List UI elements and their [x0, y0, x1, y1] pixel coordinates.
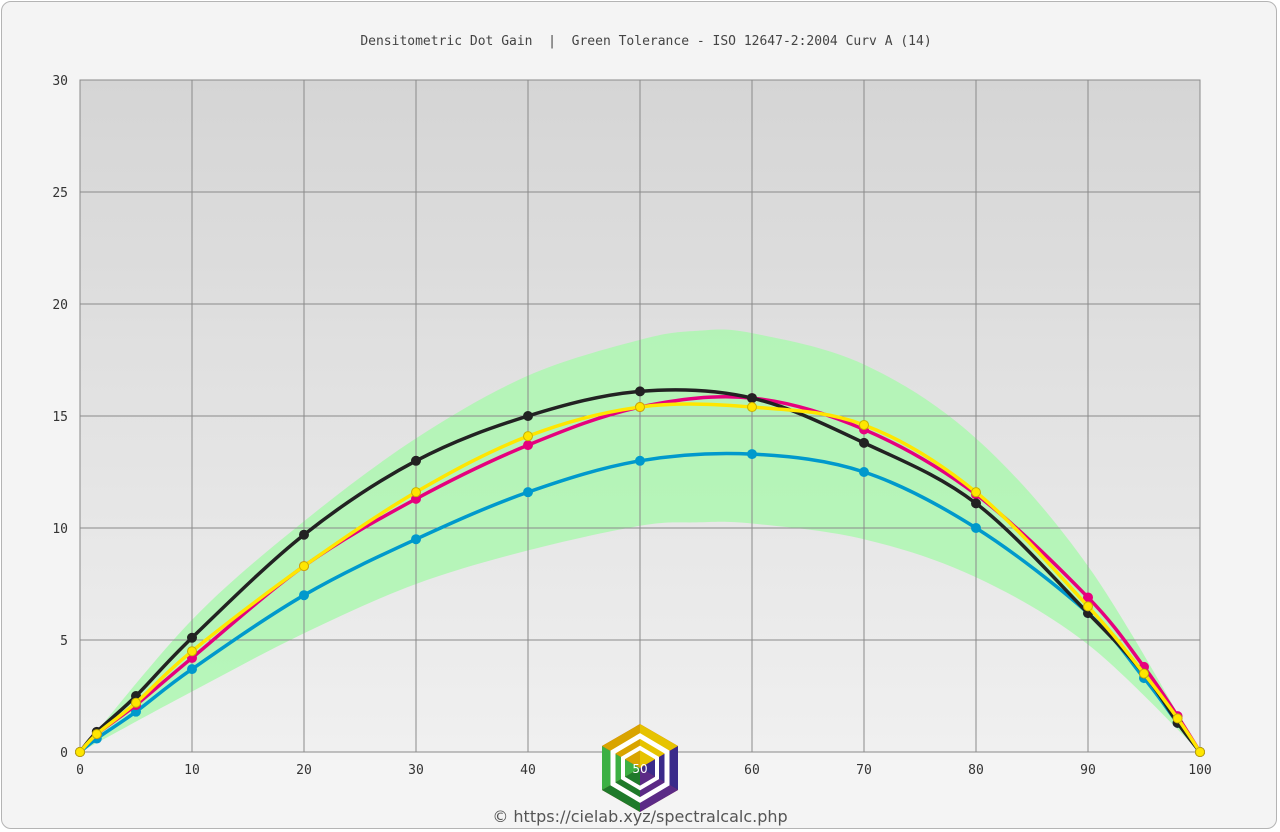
- tolerance-band: [80, 329, 1200, 752]
- data-point: [75, 747, 85, 757]
- data-point: [131, 697, 141, 708]
- data-point: [91, 729, 102, 740]
- data-point: [523, 487, 533, 498]
- series-3: [75, 402, 1205, 757]
- data-point: [1195, 747, 1205, 757]
- data-point: [971, 487, 981, 498]
- data-point: [523, 440, 533, 451]
- data-point: [523, 411, 533, 421]
- y-tick-label: 20: [52, 298, 68, 313]
- data-point: [971, 523, 981, 533]
- x-tick-label: 30: [408, 763, 424, 778]
- x-tick-label: 10: [184, 763, 200, 778]
- data-point: [187, 646, 197, 657]
- y-tick-label: 30: [52, 74, 68, 89]
- data-point: [635, 386, 645, 397]
- chart-title: Densitometric Dot Gain | Green Tolerance…: [360, 34, 931, 49]
- data-point: [299, 529, 309, 540]
- x-tick-label: 0: [76, 763, 84, 778]
- credit-link[interactable]: © https://cielab.xyz/spectralcalc.php: [492, 807, 787, 826]
- data-point: [635, 402, 645, 413]
- x-tick-label: 90: [1080, 763, 1096, 778]
- x-tick-label: 80: [968, 763, 984, 778]
- data-point: [859, 467, 869, 477]
- data-point: [187, 664, 197, 675]
- data-point: [747, 449, 757, 460]
- data-point: [747, 402, 757, 413]
- data-point: [1139, 668, 1149, 679]
- y-tick-label: 0: [60, 746, 68, 761]
- x-tick-label: 100: [1188, 763, 1211, 778]
- data-point: [411, 455, 421, 466]
- cielab-logo: 50: [602, 724, 678, 812]
- data-point: [859, 419, 869, 430]
- y-tick-label: 10: [52, 522, 68, 537]
- x-tick-label: 60: [744, 763, 760, 778]
- data-point: [523, 431, 533, 442]
- y-tick-label: 15: [52, 410, 68, 425]
- y-tick-label: 25: [52, 186, 68, 201]
- x-tick-label: 70: [856, 763, 872, 778]
- data-point: [299, 590, 309, 601]
- x-tick-label: 40: [520, 763, 536, 778]
- data-point: [299, 561, 309, 572]
- data-point: [859, 437, 869, 448]
- data-point: [971, 498, 981, 509]
- data-point: [411, 487, 421, 498]
- data-point: [187, 632, 197, 643]
- data-point: [635, 455, 645, 466]
- logo-number: 50: [632, 762, 647, 776]
- data-point: [747, 393, 757, 404]
- y-tick-label: 5: [60, 634, 68, 649]
- x-tick-label: 20: [296, 763, 312, 778]
- data-point: [1083, 601, 1093, 612]
- data-point: [1172, 713, 1183, 724]
- data-point: [411, 534, 421, 545]
